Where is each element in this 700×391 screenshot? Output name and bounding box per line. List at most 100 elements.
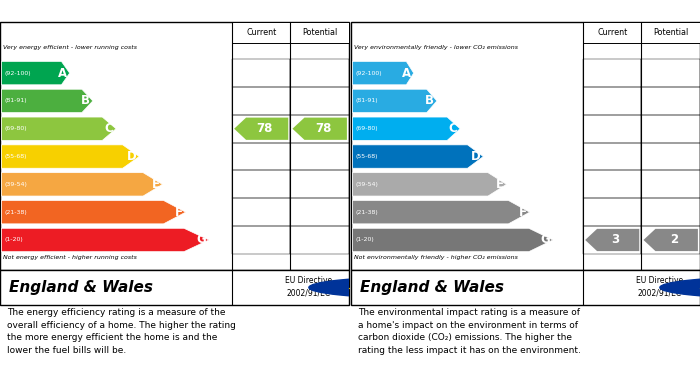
Text: (21-38): (21-38) xyxy=(355,210,378,215)
Bar xyxy=(232,143,290,170)
Text: EU Directive
2002/91/EC: EU Directive 2002/91/EC xyxy=(286,276,332,297)
Text: C: C xyxy=(104,122,113,135)
Text: Energy Efficiency Rating: Energy Efficiency Rating xyxy=(7,5,169,18)
Text: Current: Current xyxy=(597,28,627,37)
Polygon shape xyxy=(585,229,639,251)
Text: D: D xyxy=(470,150,480,163)
Bar xyxy=(583,226,641,254)
Polygon shape xyxy=(1,173,162,196)
Text: Potential: Potential xyxy=(653,28,688,37)
Text: England & Wales: England & Wales xyxy=(8,280,153,295)
Text: Very environmentally friendly - lower CO₂ emissions: Very environmentally friendly - lower CO… xyxy=(354,45,519,50)
Text: The energy efficiency rating is a measure of the
overall efficiency of a home. T: The energy efficiency rating is a measur… xyxy=(7,308,236,355)
Text: B: B xyxy=(81,94,90,108)
Polygon shape xyxy=(1,89,93,113)
Bar xyxy=(641,22,700,43)
Bar xyxy=(232,226,290,254)
Text: (39-54): (39-54) xyxy=(355,182,378,187)
Polygon shape xyxy=(352,117,460,140)
Bar xyxy=(290,87,349,115)
Bar xyxy=(583,87,641,115)
Text: Potential: Potential xyxy=(302,28,337,37)
Text: G: G xyxy=(540,233,550,246)
Text: 2: 2 xyxy=(670,233,678,246)
Text: (81-91): (81-91) xyxy=(355,99,378,103)
Bar xyxy=(583,170,641,198)
Text: (81-91): (81-91) xyxy=(4,99,27,103)
Polygon shape xyxy=(352,173,507,196)
Bar xyxy=(641,198,700,226)
Text: (1-20): (1-20) xyxy=(355,237,374,242)
Text: E: E xyxy=(496,178,504,191)
Polygon shape xyxy=(293,118,347,140)
Bar xyxy=(290,170,349,198)
Bar xyxy=(290,115,349,143)
Bar xyxy=(290,198,349,226)
Text: (55-68): (55-68) xyxy=(4,154,27,159)
Bar xyxy=(232,59,290,87)
Text: 3: 3 xyxy=(612,233,620,246)
Bar xyxy=(641,226,700,254)
Bar xyxy=(290,226,349,254)
Text: C: C xyxy=(449,122,457,135)
Polygon shape xyxy=(1,61,69,85)
Text: EU Directive
2002/91/EC: EU Directive 2002/91/EC xyxy=(636,276,683,297)
Bar xyxy=(583,22,641,43)
Text: (1-20): (1-20) xyxy=(4,237,23,242)
Polygon shape xyxy=(1,145,139,168)
Text: (21-38): (21-38) xyxy=(4,210,27,215)
Text: F: F xyxy=(519,206,527,219)
Text: 78: 78 xyxy=(256,122,273,135)
Bar xyxy=(583,115,641,143)
Bar xyxy=(641,115,700,143)
Text: F: F xyxy=(175,206,183,219)
Text: B: B xyxy=(425,94,434,108)
Bar xyxy=(641,87,700,115)
Polygon shape xyxy=(234,118,288,140)
Text: (69-80): (69-80) xyxy=(4,126,27,131)
Text: Current: Current xyxy=(246,28,276,37)
Bar xyxy=(641,59,700,87)
Polygon shape xyxy=(1,228,209,252)
Polygon shape xyxy=(352,201,530,224)
Bar xyxy=(583,143,641,170)
Bar xyxy=(641,143,700,170)
Bar xyxy=(232,87,290,115)
Text: (92-100): (92-100) xyxy=(355,71,382,75)
Text: Not energy efficient - higher running costs: Not energy efficient - higher running co… xyxy=(4,255,137,260)
Bar xyxy=(232,115,290,143)
Polygon shape xyxy=(352,61,414,85)
Text: (55-68): (55-68) xyxy=(355,154,378,159)
Text: (92-100): (92-100) xyxy=(4,71,31,75)
Text: Environmental Impact (CO₂) Rating: Environmental Impact (CO₂) Rating xyxy=(358,5,590,18)
Text: (69-80): (69-80) xyxy=(355,126,378,131)
Circle shape xyxy=(309,277,518,298)
Text: Very energy efficient - lower running costs: Very energy efficient - lower running co… xyxy=(4,45,137,50)
Text: G: G xyxy=(196,233,206,246)
Bar xyxy=(290,143,349,170)
Text: 78: 78 xyxy=(315,122,331,135)
Bar xyxy=(232,170,290,198)
Text: A: A xyxy=(402,66,411,80)
Bar xyxy=(232,22,290,43)
Polygon shape xyxy=(352,145,483,168)
Text: England & Wales: England & Wales xyxy=(360,280,504,295)
Polygon shape xyxy=(1,201,186,224)
Bar xyxy=(290,59,349,87)
Bar xyxy=(583,59,641,87)
Polygon shape xyxy=(352,89,437,113)
Text: A: A xyxy=(57,66,66,80)
Text: D: D xyxy=(127,150,136,163)
Bar xyxy=(583,198,641,226)
Text: The environmental impact rating is a measure of
a home's impact on the environme: The environmental impact rating is a mea… xyxy=(358,308,581,355)
Polygon shape xyxy=(643,229,698,251)
Circle shape xyxy=(660,277,700,298)
Text: Not environmentally friendly - higher CO₂ emissions: Not environmentally friendly - higher CO… xyxy=(354,255,519,260)
Text: E: E xyxy=(152,178,160,191)
Bar xyxy=(290,22,349,43)
Bar xyxy=(232,198,290,226)
Bar xyxy=(641,170,700,198)
Text: (39-54): (39-54) xyxy=(4,182,27,187)
Polygon shape xyxy=(1,117,116,140)
Polygon shape xyxy=(352,228,553,252)
